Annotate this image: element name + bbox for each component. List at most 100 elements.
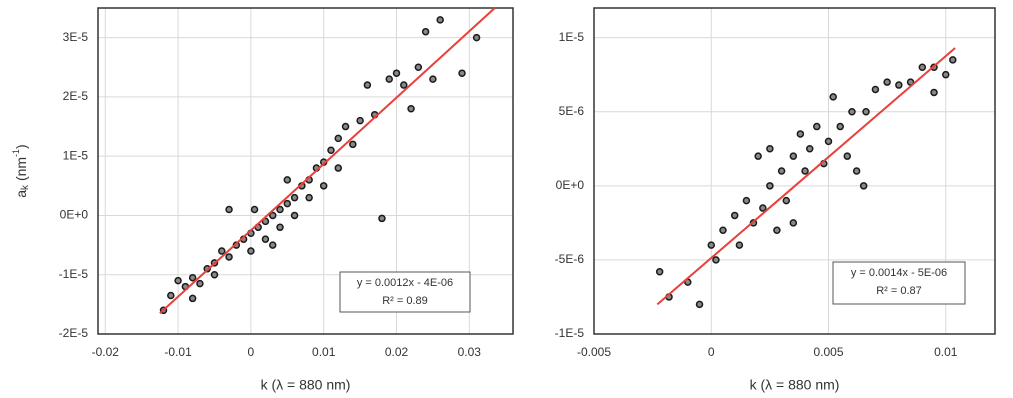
x-tick-label: 0.005 [813,345,843,359]
y-tick-label: 2E-5 [63,89,89,103]
y-tick-label: 5E-6 [559,104,585,118]
point [801,167,809,175]
annotation-box [339,271,471,313]
x-tick-label: 0.02 [385,345,409,359]
x-axis-label: k (λ = 880 nm) [261,377,351,393]
point [421,27,430,36]
point [712,256,720,264]
point [319,182,328,190]
point [862,107,870,116]
point [766,145,774,153]
point [276,205,284,214]
point [883,78,891,86]
point [773,226,781,235]
y-tick-label: 1E-5 [63,148,89,162]
point [188,294,197,303]
y-tick-label: 1E-5 [559,30,585,44]
point [930,88,938,97]
point [777,167,786,175]
point [852,167,861,175]
plot-frame [97,7,514,335]
point [210,270,219,279]
point [458,69,466,77]
point [824,137,833,146]
point [225,253,233,261]
x-axis-label: k (λ = 880 nm) [750,377,840,393]
point [805,145,814,153]
point [276,223,284,232]
trendline [656,47,956,306]
annotation: R² = 0.89 [382,295,428,307]
point [789,152,798,160]
x-tick-label: -0.005 [577,345,611,359]
y-tick-label: -2E-5 [59,326,89,340]
point [218,247,226,255]
point [754,152,762,160]
point [283,199,292,208]
point [385,75,393,83]
plot-frame [593,7,996,335]
x-tick-label: -0.02 [92,345,120,359]
point [796,130,805,138]
y-tick-label: -1E-5 [59,267,89,281]
x-tick-label: 0.03 [458,345,482,359]
point [268,241,277,249]
y-axis-label-part: a [13,190,29,198]
y-axis-label: ak (nm-1) [11,144,30,197]
x-tick-label: 0 [708,345,715,359]
point [871,85,880,94]
chart: -0.005 0 0.005 0.01 -1E-5 -5E-6 0E+0 5E-6 1E-5 y … [555,7,996,393]
point [400,81,408,89]
point [167,291,175,300]
point [836,122,844,131]
annotation-box [832,261,966,305]
point [436,16,444,24]
point [949,56,957,64]
point [174,276,182,285]
point [283,176,292,184]
point [341,122,350,131]
x-tick-label: 0.01 [312,345,336,359]
point [290,193,299,202]
point [789,219,798,227]
annotation: y = 0.0012x - 4E-06 [357,277,453,289]
point [918,63,927,72]
point [247,247,255,255]
annotation: y = 0.0014x - 5E-06 [851,267,947,279]
point [742,196,751,205]
point [730,211,739,220]
point [707,241,716,249]
y-axis-label-part: (nm [13,157,29,185]
point [759,204,767,212]
point [334,134,343,143]
point [250,205,259,214]
point [782,196,791,205]
y-axis-label-part: -1 [11,149,21,157]
x-tick-label: 0 [248,345,255,359]
point [859,182,868,190]
point [290,211,299,220]
x-tick-label: 0.01 [934,345,958,359]
y-tick-label: 3E-5 [63,30,89,44]
trendline [159,7,496,314]
y-axis-label-part: k [20,184,31,190]
point [378,214,386,223]
point [268,211,277,220]
point [356,116,364,125]
point [225,205,233,214]
point [363,81,372,89]
point [349,140,357,149]
chart: -0.02 -0.01 0 0.01 0.02 0.03 -2E-5 -1E-5 0E+0 1E-… [11,7,514,393]
point [196,279,204,288]
point [695,300,704,309]
point [848,107,856,116]
y-axis-label-part: ) [13,144,29,149]
point [472,33,481,42]
point [407,105,415,113]
y-tick-label: 0E+0 [556,178,585,192]
x-tick-label: -0.01 [164,345,192,359]
point [305,193,313,202]
point [429,75,437,83]
point [327,146,335,155]
